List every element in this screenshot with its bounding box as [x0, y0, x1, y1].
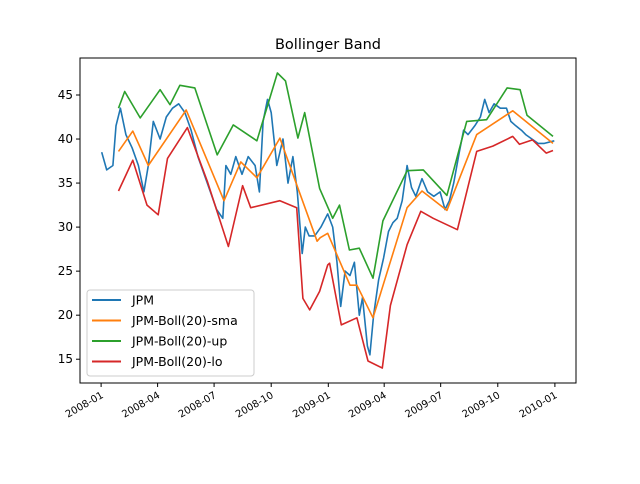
series-line-jpm	[100, 98, 555, 356]
y-tick-label: 25	[58, 264, 73, 278]
y-tick-label: 40	[58, 132, 73, 146]
y-axis: 15 20 25 30 35 40 45	[58, 88, 80, 366]
series-line-jpm-boll-20-lo	[117, 126, 554, 369]
legend-label: JPM-Boll(20)-up	[131, 334, 227, 349]
series-line-jpm-boll-20-up	[117, 72, 554, 279]
series-line-jpm-boll-20-sma	[117, 109, 554, 319]
y-tick-label: 30	[58, 220, 73, 234]
legend-box	[86, 289, 255, 377]
legend-label: JPM-Boll(20)-sma	[131, 313, 238, 328]
chart-title: Bollinger Band	[275, 37, 381, 53]
y-tick-label: 15	[58, 352, 73, 366]
legend: JPM JPM-Boll(20)-sma JPM-Boll(20)-up JPM-Bo…	[86, 289, 255, 377]
legend-label: JPM-Boll(20)-lo	[131, 354, 223, 369]
y-tick-label: 35	[58, 176, 73, 190]
series-layer	[100, 72, 555, 369]
y-tick-label: 20	[58, 308, 73, 322]
y-tick-label: 45	[58, 88, 73, 102]
legend-label: JPM	[131, 293, 154, 308]
